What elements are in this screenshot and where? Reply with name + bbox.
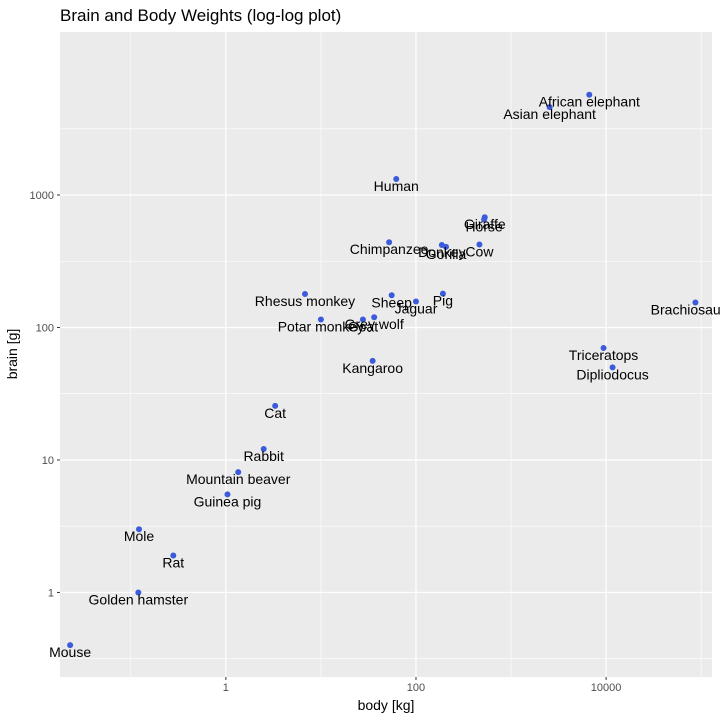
data-point bbox=[369, 357, 376, 364]
point-label: Brachiosaurus bbox=[651, 301, 720, 317]
data-point bbox=[476, 241, 483, 248]
data-point bbox=[371, 314, 378, 321]
data-point bbox=[301, 290, 308, 297]
data-point bbox=[386, 239, 393, 246]
chart-title: Brain and Body Weights (log-log plot) bbox=[60, 6, 341, 25]
data-point bbox=[481, 214, 488, 221]
point-label: Rhesus monkey bbox=[255, 293, 355, 309]
point-label: Giraffe bbox=[464, 216, 506, 232]
point-label: Grey wolf bbox=[345, 316, 404, 332]
point-label: Cow bbox=[465, 244, 494, 260]
data-point bbox=[546, 104, 553, 111]
data-point bbox=[67, 642, 74, 649]
y-tick-label: 1000 bbox=[30, 190, 54, 202]
plot-panel bbox=[60, 32, 712, 677]
grid-minor bbox=[60, 32, 712, 677]
x-axis-title: body [kg] bbox=[358, 697, 415, 713]
point-label: African elephant bbox=[539, 94, 640, 110]
point-label: Donkey bbox=[418, 244, 465, 260]
point-label: Jaguar bbox=[395, 301, 438, 317]
data-point bbox=[224, 491, 231, 498]
point-label: Rat bbox=[162, 555, 184, 571]
point-label: Pig bbox=[433, 293, 453, 309]
data-point bbox=[393, 176, 400, 183]
data-point bbox=[586, 91, 593, 98]
point-label: Human bbox=[374, 178, 419, 194]
x-tick-label: 1 bbox=[223, 682, 229, 694]
point-label: Mouse bbox=[49, 644, 91, 660]
point-label: Asian elephant bbox=[503, 106, 596, 122]
data-point bbox=[135, 589, 142, 596]
data-point bbox=[443, 243, 450, 250]
y-tick-label: 10 bbox=[42, 455, 54, 467]
data-point bbox=[388, 292, 395, 299]
data-point bbox=[170, 552, 177, 559]
y-axis-title: brain [g] bbox=[4, 329, 20, 380]
data-point bbox=[439, 290, 446, 297]
y-tick-label: 100 bbox=[36, 322, 54, 334]
point-label: Guinea pig bbox=[194, 493, 262, 509]
point-label: Kangaroo bbox=[342, 360, 403, 376]
grid-major bbox=[60, 32, 712, 677]
data-point bbox=[235, 469, 242, 476]
y-tick-label: 1 bbox=[48, 587, 54, 599]
point-label: Chimpanzee bbox=[350, 241, 429, 257]
x-axis: 1 100 10000 bbox=[223, 677, 622, 694]
point-label: Dipliodocus bbox=[576, 366, 648, 382]
data-point bbox=[359, 316, 366, 323]
data-point bbox=[692, 299, 699, 306]
point-label: Triceratops bbox=[569, 347, 639, 363]
y-axis: 1 10 100 1000 bbox=[30, 190, 60, 599]
point-label: Sheep bbox=[371, 294, 412, 310]
point-label: Gorilla bbox=[426, 246, 467, 262]
x-tick-label: 10000 bbox=[591, 682, 622, 694]
data-point bbox=[272, 402, 279, 409]
point-label: Mole bbox=[124, 528, 155, 544]
data-point bbox=[260, 445, 267, 452]
point-label: Rabbit bbox=[243, 448, 284, 464]
data-point bbox=[609, 364, 616, 371]
data-point bbox=[412, 298, 419, 305]
point-label: Potar monkey bbox=[278, 318, 364, 334]
point-label: Cat bbox=[264, 405, 286, 421]
x-tick-label: 100 bbox=[407, 682, 425, 694]
data-point bbox=[136, 526, 143, 533]
data-points bbox=[67, 91, 699, 649]
point-label: Horse bbox=[465, 218, 503, 234]
point-label: Goat bbox=[348, 318, 378, 334]
data-point bbox=[317, 316, 324, 323]
point-label: Golden hamster bbox=[89, 591, 189, 607]
data-point bbox=[600, 345, 607, 352]
point-label: Mountain beaver bbox=[186, 471, 291, 487]
